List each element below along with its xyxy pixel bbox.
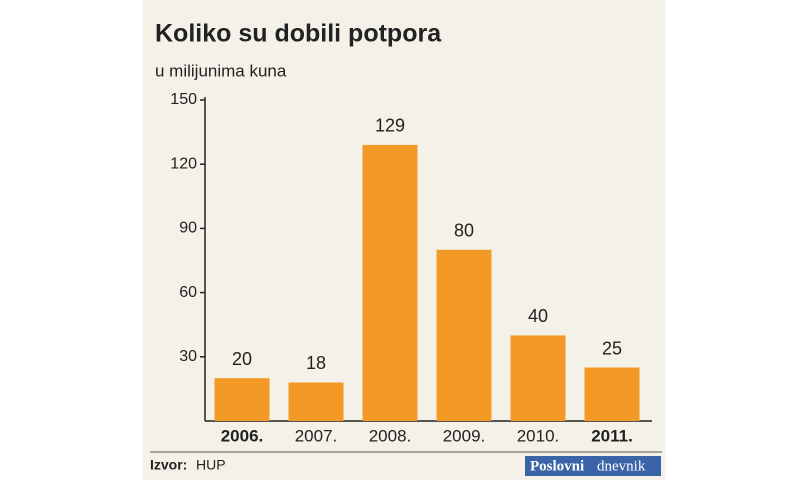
source-label: Izvor: — [150, 457, 187, 473]
x-tick-label: 2007. — [295, 426, 338, 445]
chart-subtitle: u milijunima kuna — [155, 61, 287, 80]
bar — [436, 249, 492, 421]
value-label: 129 — [375, 116, 405, 136]
x-tick-label: 2009. — [443, 426, 486, 445]
y-tick-label: 150 — [170, 91, 197, 108]
y-tick-label: 90 — [179, 220, 197, 237]
bar — [584, 367, 640, 421]
bar — [288, 382, 344, 421]
x-tick-label: 2010. — [517, 426, 560, 445]
value-label: 40 — [528, 306, 548, 326]
logo-box — [525, 456, 661, 476]
chart-title: Koliko su dobili potpora — [155, 20, 442, 48]
x-tick-label: 2011. — [591, 426, 633, 445]
bar — [362, 144, 418, 421]
logo-text: Poslovni — [530, 458, 584, 474]
y-tick-label: 60 — [179, 284, 197, 301]
value-label: 18 — [306, 353, 326, 373]
source: HUP — [196, 457, 226, 473]
value-label: 25 — [602, 338, 622, 358]
logo-text: dnevnik — [597, 458, 646, 474]
x-tick-label: 2006. — [221, 426, 264, 445]
x-tick-label: 2008. — [369, 426, 412, 445]
bar — [510, 335, 566, 421]
y-tick-label: 30 — [179, 348, 197, 365]
bar — [214, 378, 270, 421]
value-label: 20 — [232, 349, 252, 369]
value-label: 80 — [454, 221, 474, 241]
y-tick-label: 120 — [170, 155, 197, 172]
